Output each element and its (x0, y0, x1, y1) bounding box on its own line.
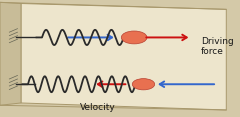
Text: Driving
force: Driving force (201, 37, 233, 57)
Circle shape (121, 31, 147, 44)
Text: Velocity: Velocity (80, 103, 116, 112)
Polygon shape (21, 4, 226, 110)
Circle shape (132, 79, 155, 90)
Polygon shape (0, 2, 21, 105)
